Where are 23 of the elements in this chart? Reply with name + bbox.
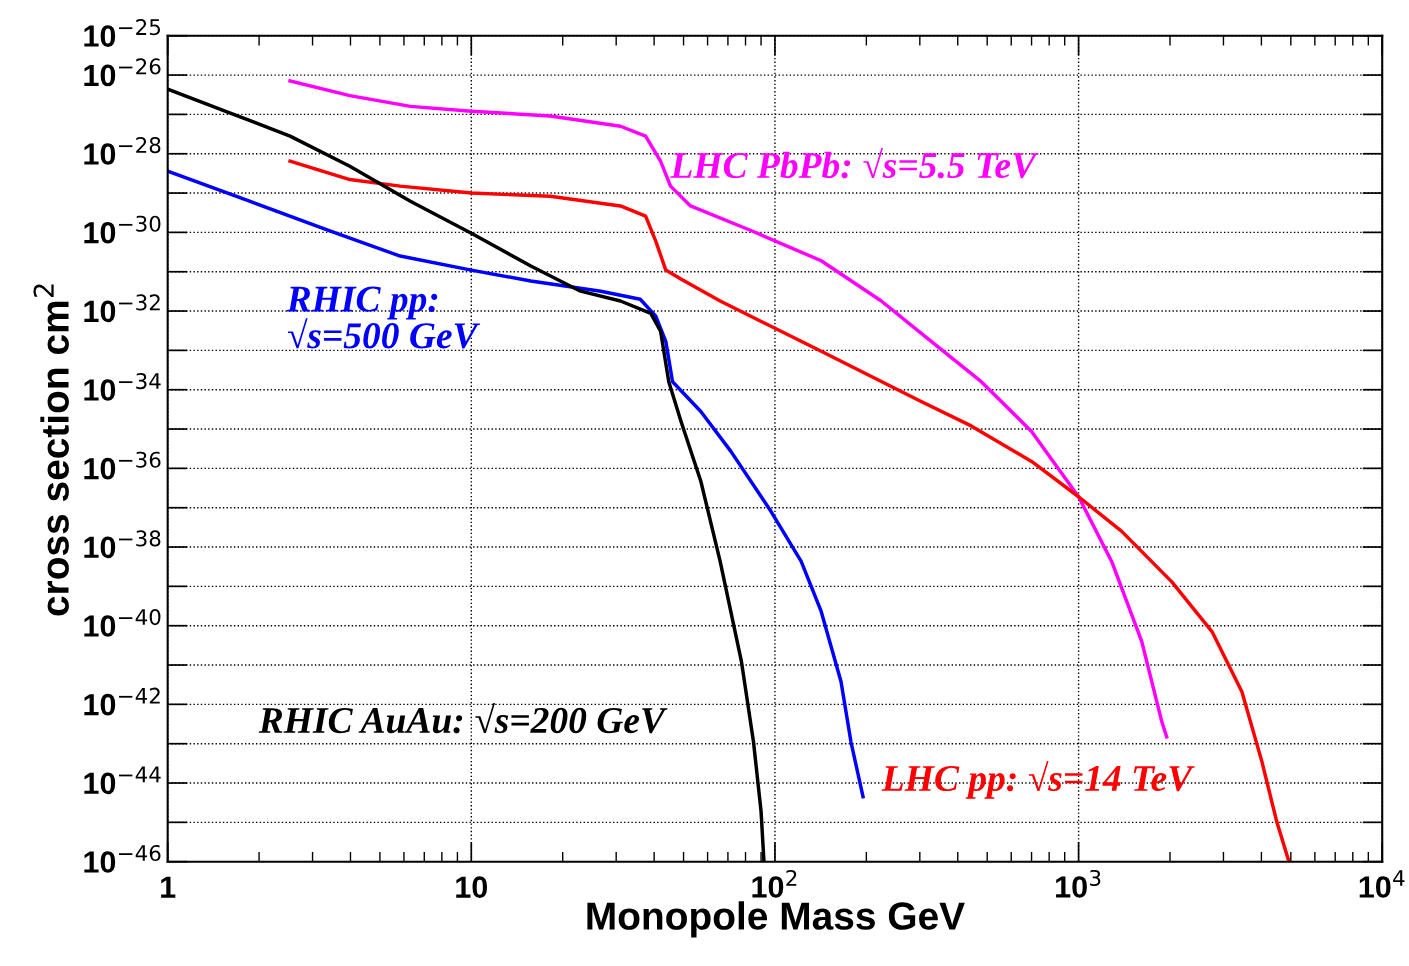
y-tick-label: 10$^{−26}$ — [84, 58, 161, 87]
y-tick-label: 10$^{−36}$ — [84, 451, 161, 480]
y-tick-label: 10$^{−38}$ — [84, 530, 161, 559]
x-tick-label: 10$^{4}$ — [1359, 870, 1405, 898]
legend-label: RHIC AuAu: √s=200 GeV — [258, 703, 668, 734]
y-axis-title: cross section cm$^{2}$ — [33, 284, 69, 616]
y-tick-label: 10$^{−34}$ — [84, 372, 161, 401]
y-tick-label: 10$^{−30}$ — [84, 215, 161, 244]
y-tick-label: 10$^{−40}$ — [84, 608, 161, 637]
y-tick-label: 10$^{−32}$ — [84, 294, 160, 323]
x-tick-label: 10$^{2}$ — [752, 869, 797, 898]
y-tick-label: 10$^{−25}$ — [84, 19, 160, 47]
y-tick-label: 10$^{−44}$ — [84, 766, 161, 795]
y-tick-label: 10$^{−28}$ — [84, 137, 161, 165]
x-tick-label: 10$^{3}$ — [1056, 869, 1101, 898]
series-label: LHC PbPb: √s=5.5 TeV — [670, 148, 1039, 179]
x-axis-title: Monopole Mass GeV — [587, 901, 965, 938]
x-tick-label: 1 — [161, 876, 176, 898]
series-label: RHIC pp: √s=500 GeV — [286, 286, 481, 349]
series-label: LHC pp: √s=14 TeV — [881, 761, 1195, 799]
y-tick-label: 10$^{−42}$ — [84, 687, 160, 716]
x-tick-label: 10 — [456, 876, 488, 898]
y-tick-label: 10$^{−46}$ — [84, 844, 161, 873]
